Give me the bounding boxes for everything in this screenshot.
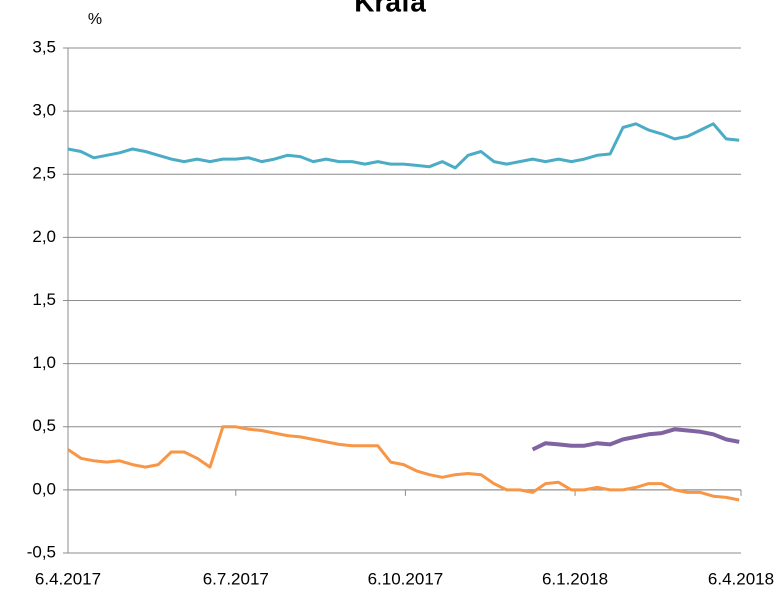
- x-tick-label: 6.4.2018: [708, 569, 774, 588]
- chart-title: Krafa: [354, 0, 426, 17]
- data-line: [67, 122, 740, 170]
- y-tick-label: 2,5: [32, 164, 56, 183]
- x-tick-label: 6.7.2017: [203, 569, 269, 588]
- y-tick-label: 3,5: [32, 37, 56, 56]
- x-tick-label: 6.10.2017: [368, 569, 444, 588]
- y-axis-label: %: [88, 11, 102, 28]
- y-tick-label: 1,0: [32, 353, 56, 372]
- y-tick-label: 0,5: [32, 416, 56, 435]
- data-line: [67, 425, 740, 502]
- y-tick-label: 1,5: [32, 290, 56, 309]
- y-tick-label: -0,5: [27, 542, 56, 561]
- data-line: [531, 427, 740, 452]
- x-tick-label: 6.1.2018: [542, 569, 608, 588]
- x-tick-label: 6.4.2017: [35, 569, 101, 588]
- y-tick-label: 0,0: [32, 479, 56, 498]
- y-tick-label: 3,0: [32, 101, 56, 120]
- y-tick-label: 2,0: [32, 227, 56, 246]
